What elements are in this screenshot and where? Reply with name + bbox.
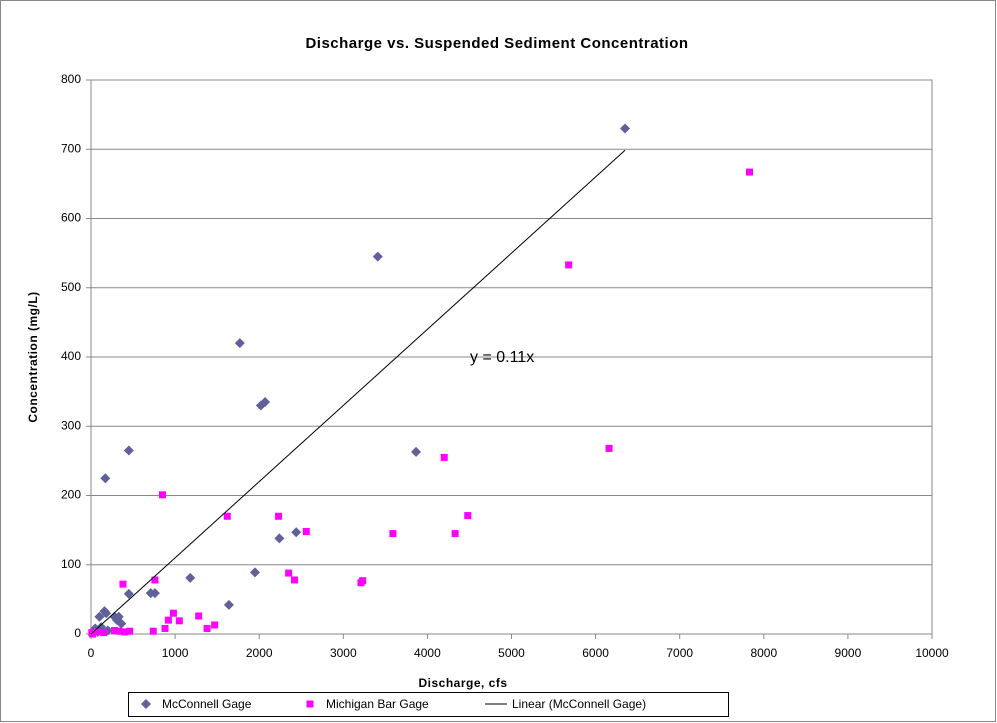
point	[451, 530, 459, 538]
point	[100, 473, 111, 484]
y-tick-label: 200	[61, 488, 81, 502]
point	[123, 445, 134, 456]
point	[275, 512, 283, 520]
point	[605, 444, 613, 452]
point	[440, 453, 448, 461]
x-tick-label: 5000	[498, 646, 525, 660]
legend-marker	[306, 700, 314, 708]
point	[149, 588, 160, 599]
legend-marker	[141, 699, 151, 709]
point	[464, 512, 472, 520]
point	[164, 616, 172, 624]
point	[260, 397, 271, 408]
point	[249, 567, 260, 578]
point	[274, 533, 285, 544]
point	[359, 577, 367, 585]
x-tick-label: 0	[88, 646, 95, 660]
y-tick-label: 700	[61, 141, 81, 155]
point	[151, 576, 159, 584]
point	[158, 491, 166, 499]
x-tick-label: 7000	[666, 646, 693, 660]
y-tick-label: 800	[61, 72, 81, 86]
x-tick-label: 1000	[162, 646, 189, 660]
point	[746, 168, 754, 176]
y-tick-label: 500	[61, 280, 81, 294]
point	[291, 576, 299, 584]
legend-label: Michigan Bar Gage	[326, 697, 429, 711]
point	[123, 588, 134, 599]
x-tick-label: 6000	[582, 646, 609, 660]
point	[175, 617, 183, 625]
point	[223, 512, 231, 520]
legend	[128, 692, 729, 717]
trendline	[90, 149, 626, 635]
point	[161, 624, 169, 632]
point	[565, 261, 573, 269]
point	[149, 627, 157, 635]
legend-label: Linear (McConnell Gage)	[512, 697, 646, 711]
legend-label: McConnell Gage	[162, 697, 252, 711]
x-tick-label: 10000	[915, 646, 949, 660]
point	[100, 629, 108, 637]
point	[101, 608, 112, 619]
point	[126, 627, 134, 635]
y-tick-label: 0	[74, 626, 81, 640]
chart-title: Discharge vs. Suspended Sediment Concent…	[305, 35, 688, 52]
y-axis-title: Concentration (mg/L)	[26, 291, 40, 422]
point	[111, 627, 119, 635]
point	[203, 624, 211, 632]
point	[389, 530, 397, 538]
y-tick-label: 600	[61, 211, 81, 225]
point	[234, 338, 245, 349]
x-tick-label: 9000	[835, 646, 862, 660]
annotation: y = 0.11x	[470, 349, 534, 366]
x-tick-label: 4000	[414, 646, 441, 660]
point	[116, 618, 127, 629]
point	[195, 612, 203, 620]
y-tick-label: 100	[61, 557, 81, 571]
point	[372, 251, 383, 262]
point	[94, 611, 105, 622]
y-tick-label: 300	[61, 418, 81, 432]
x-axis-title: Discharge, cfs	[418, 676, 507, 690]
x-tick-label: 3000	[330, 646, 357, 660]
point	[223, 599, 234, 610]
point	[411, 446, 422, 457]
point	[115, 627, 123, 635]
point	[302, 528, 310, 536]
point	[211, 621, 219, 629]
point	[119, 580, 127, 588]
point	[620, 123, 631, 134]
point	[291, 527, 302, 538]
point	[169, 609, 177, 617]
point	[285, 569, 293, 577]
y-tick-label: 400	[61, 349, 81, 363]
x-tick-label: 2000	[246, 646, 273, 660]
point	[185, 572, 196, 583]
point	[121, 628, 129, 636]
x-tick-label: 8000	[750, 646, 777, 660]
